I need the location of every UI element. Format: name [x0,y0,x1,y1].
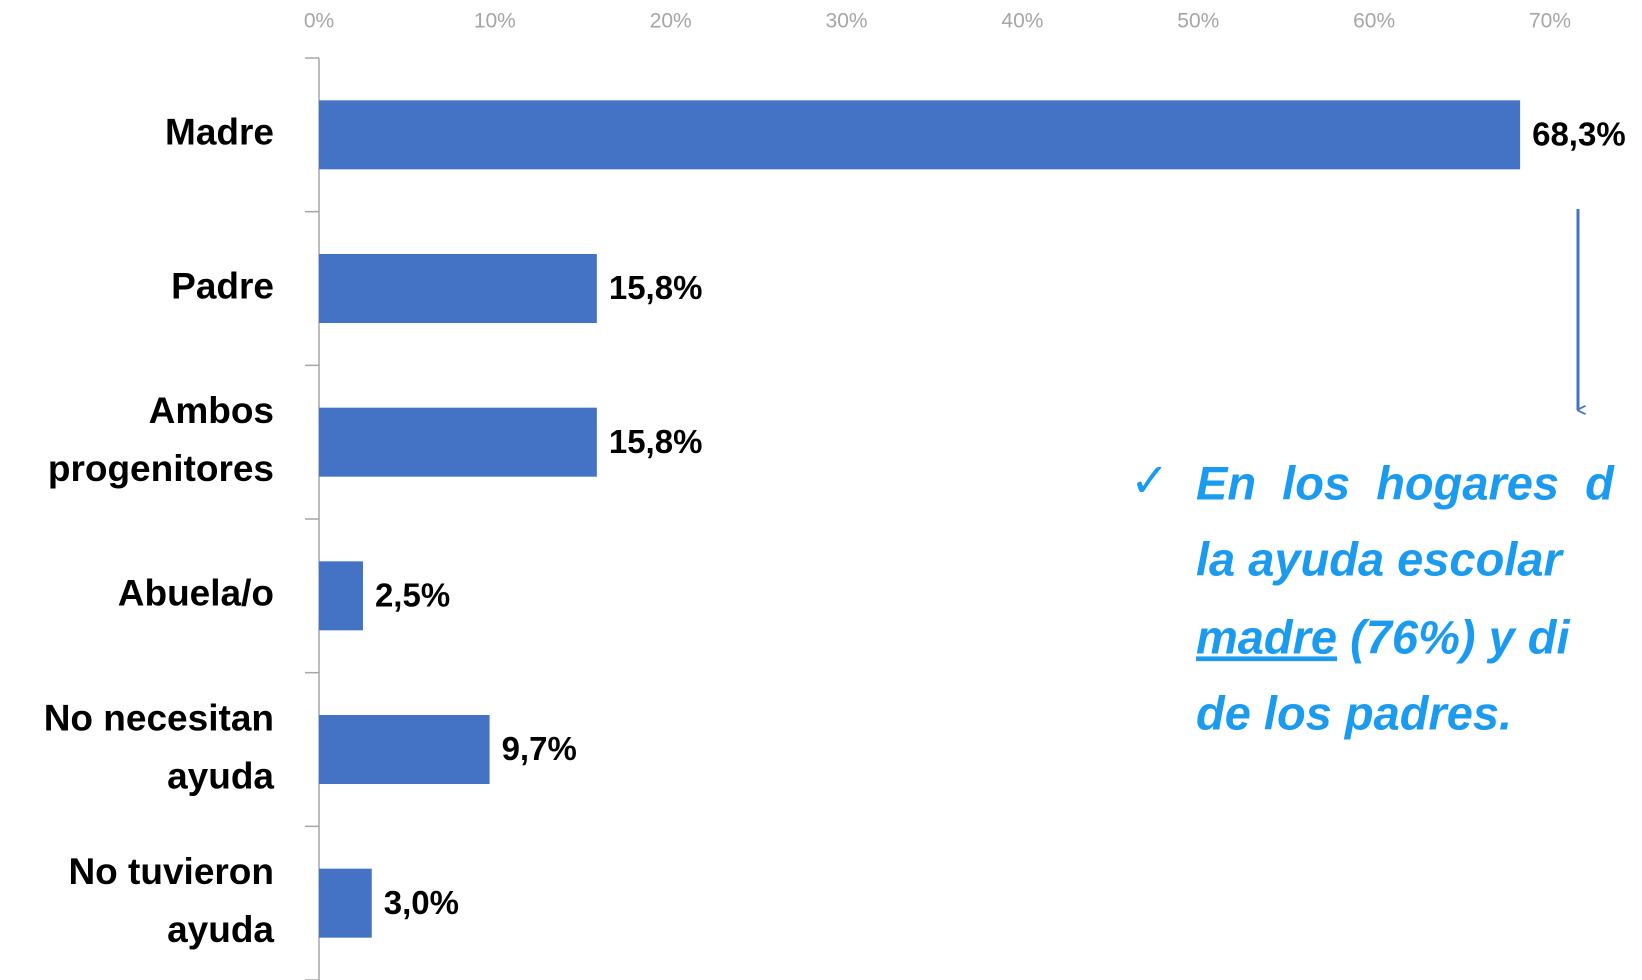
x-tick-label: 10% [474,10,516,33]
annotation-line: (76%) y di [1337,610,1570,663]
x-tick-label: 30% [826,10,868,33]
annotation-line: de los padres. [1196,686,1512,739]
category-label: Abuela/o [118,573,274,614]
bar [319,715,490,784]
x-tick-label: 0% [304,10,334,33]
bar [319,561,363,631]
x-tick-label: 70% [1529,10,1571,33]
category-line: progenitores [48,448,274,489]
category-label: Padre [171,265,274,306]
value-label: 15,8% [609,269,703,306]
category-label: Ambos progenitores [48,390,274,489]
x-tick-label: 60% [1353,10,1395,33]
value-label: 9,7% [502,730,577,767]
annotation-line: En los hogares d [1196,456,1615,509]
x-tick-label: 50% [1177,10,1219,33]
annotation-line: madre [1196,610,1337,663]
category-label: Madre [165,112,274,153]
x-tick-label: 40% [1001,10,1043,33]
bar [319,100,1521,170]
value-label: 2,5% [375,577,450,614]
bullet: ✓ [1130,453,1169,506]
bar [319,868,372,938]
category-label: No tuvieron ayuda [68,851,274,950]
bar [319,254,597,323]
category-line: ayuda [167,909,274,950]
bar [319,407,597,477]
value-label: 3,0% [384,884,459,921]
value-label: 68,3% [1532,116,1626,153]
value-label: 15,8% [609,423,703,460]
category-line: No tuvieron [68,851,274,892]
category-label: No necesitan ayuda [44,697,275,796]
category-line: No necesitan [44,697,274,738]
annotation-line: la ayuda escolar [1196,532,1564,585]
x-tick-label: 20% [650,10,692,33]
category-line: Ambos [149,390,274,431]
category-line: ayuda [167,755,274,796]
